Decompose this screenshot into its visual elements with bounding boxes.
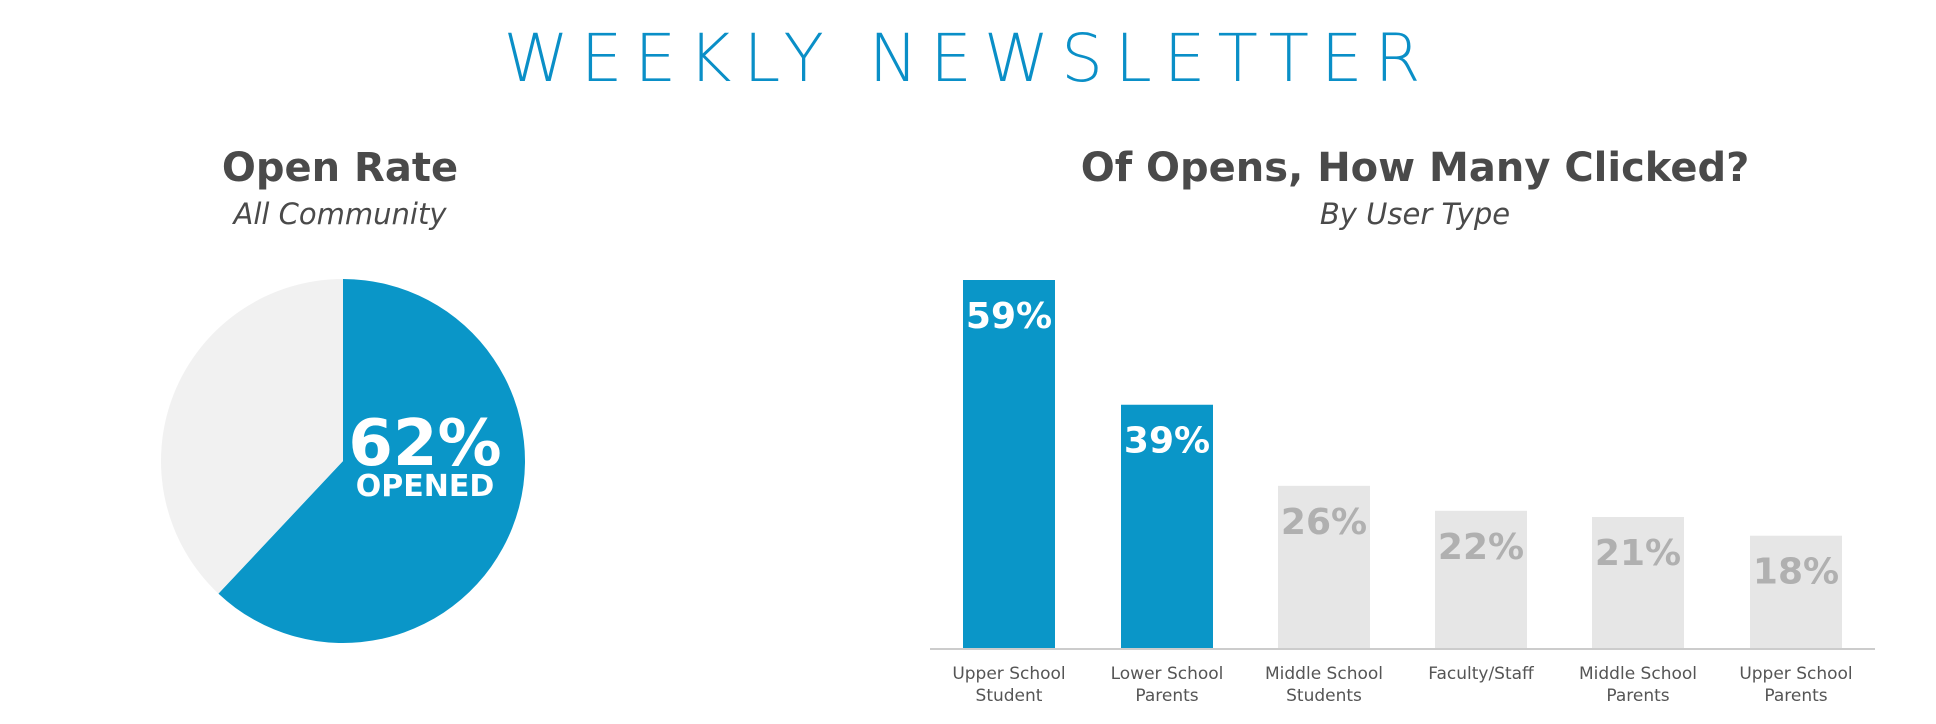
- bar-value-label: 39%: [1124, 421, 1210, 462]
- x-tick-label: Faculty/Staff: [1428, 664, 1535, 684]
- bar-chart-title: Of Opens, How Many Clicked?: [1080, 145, 1750, 191]
- x-tick-label: Parents: [1606, 686, 1669, 706]
- bar-chart-subtitle: By User Type: [1319, 197, 1511, 231]
- bar-value-label: 22%: [1438, 527, 1524, 568]
- bar-value-label: 26%: [1281, 502, 1367, 543]
- bar-value-label: 18%: [1753, 552, 1839, 593]
- x-tick-label: Middle School: [1265, 664, 1383, 684]
- bar-4: [1592, 517, 1684, 648]
- page-title: WEEKLY NEWSLETTER: [503, 20, 1433, 97]
- pie-chart-subtitle: All Community: [233, 197, 447, 231]
- bar-5: [1750, 535, 1842, 648]
- x-tick-label: Parents: [1135, 686, 1198, 706]
- pie-value-label: 62%: [348, 407, 501, 481]
- bar-0: [963, 280, 1055, 648]
- bar-1: [1121, 404, 1213, 648]
- x-tick-label: Parents: [1764, 686, 1827, 706]
- x-tick-label: Students: [1286, 686, 1362, 706]
- x-tick-label: Middle School: [1579, 664, 1697, 684]
- bar-value-label: 21%: [1595, 533, 1681, 574]
- bar-value-label: 59%: [966, 296, 1052, 337]
- x-tick-label: Student: [976, 686, 1043, 706]
- pie-chart-title: Open Rate: [221, 145, 459, 191]
- bar-3: [1435, 510, 1527, 648]
- pie-slice-opened: [218, 279, 526, 644]
- pie-slice-remainder: [161, 279, 343, 594]
- pie-slice-label: OPENED: [356, 469, 495, 504]
- x-tick-label: Lower School: [1111, 664, 1224, 684]
- bar-2: [1278, 485, 1370, 648]
- x-tick-label: Upper School: [1739, 664, 1852, 684]
- x-tick-label: Upper School: [952, 664, 1065, 684]
